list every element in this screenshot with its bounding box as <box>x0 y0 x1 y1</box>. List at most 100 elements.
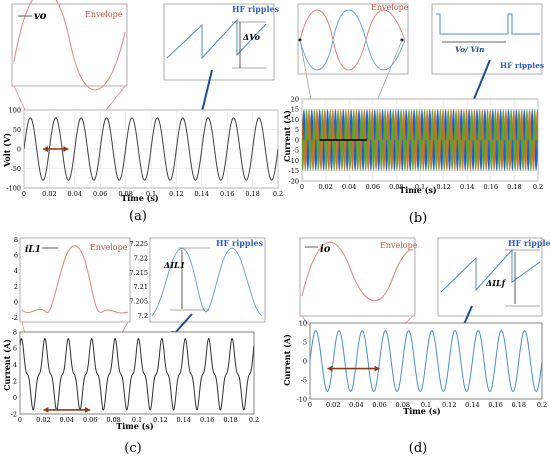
b-y-tick-label-1: -15 <box>289 167 299 175</box>
d-x-tick-label-6: 0.12 <box>442 401 456 409</box>
c-inset-left-wave <box>21 245 129 314</box>
b-x-tick-label-5: 0.1 <box>415 183 425 191</box>
a-x-tick-label-5: 0.1 <box>146 190 156 198</box>
b-inset-right-ratio: Vo/ Vin <box>455 45 484 54</box>
c-y-tick-label-0: -2 <box>11 410 17 418</box>
c-inset-left-signal: iL1 <box>25 245 41 255</box>
a-x-tick-label-10: 0.2 <box>273 190 283 198</box>
a-plot: 0 0.02 0.04 0.06 0.08 0.1 0.12 0.14 0.16 0.18 0.2 -… <box>6 106 283 198</box>
b-x-tick-label-9: 0.18 <box>507 183 521 191</box>
d-x-tick-label-7: 0.14 <box>465 401 479 409</box>
a-x-tick-label-0: 0 <box>22 190 26 198</box>
d-x-tick-label-1: 0.02 <box>326 401 340 409</box>
b-x-tick-label-10: 0.2 <box>533 183 543 191</box>
a-x-tick-label-7: 0.14 <box>195 190 209 198</box>
b-plot: 0 0.02 0.04 0.06 0.08 0.1 0.12 0.14 0.16 0.18 0.2 -… <box>289 95 544 191</box>
b-y-tick-label-7: 15 <box>291 106 299 114</box>
d-x-tick-label-5: 0.1 <box>421 401 431 409</box>
d-x-tick-label-9: 0.18 <box>512 401 526 409</box>
c-inset-left-tick-3: 4 <box>14 267 18 275</box>
c-x-tick-label-7: 0.14 <box>177 416 191 424</box>
c-y-tick-label-2: 2 <box>13 378 17 386</box>
b-inset-left-wave-1 <box>299 9 406 71</box>
a-y-tick-label-0: -100 <box>6 184 21 192</box>
c-x-tick-label-10: 0.2 <box>249 416 259 424</box>
c-x-tick-label-0: 0 <box>18 416 22 424</box>
d-y-tick-label-3: 5 <box>303 338 307 346</box>
d-x-tick-label-10: 0.2 <box>537 401 547 409</box>
d-plot: 0 0.02 0.04 0.06 0.08 0.1 0.12 0.14 0.16 0.18 0.2 -… <box>297 319 548 409</box>
c-inset-left-label: Envelope <box>90 243 128 252</box>
d-panel-label: (d) <box>409 441 427 456</box>
a-inset-right-ripple <box>166 18 267 60</box>
d-inset-right-ripple <box>440 248 541 293</box>
a-annotation-arrow-left <box>43 146 49 152</box>
a-x-tick-label-1: 0.02 <box>42 190 56 198</box>
a-x-tick-label-6: 0.12 <box>169 190 183 198</box>
a-inset-right-frame <box>163 3 275 81</box>
c-annotation-arrow-left <box>43 406 49 413</box>
a-panel-label: (a) <box>129 209 147 224</box>
c-inset-left-tick-1: 0 <box>14 298 18 306</box>
d-inset-right-delta: ΔILf <box>485 278 507 288</box>
c-annotation-arrow-right <box>85 406 91 413</box>
c-y-tick-label-5: 8 <box>13 328 17 336</box>
c-inset-right-tick-2: 7.21 <box>134 283 148 291</box>
c-inset-right-frame <box>149 237 266 323</box>
d-inset-left-wave <box>301 241 414 302</box>
a-inset-left-label: Envelope <box>85 10 123 19</box>
b-y-tick-label-6: 10 <box>291 116 299 124</box>
d-xlabel: Time (s) <box>403 406 441 416</box>
c-y-tick-label-1: 0 <box>13 394 17 402</box>
a-series-0 <box>24 117 278 181</box>
d-ylabel: Current (A) <box>282 334 292 386</box>
a-annotation-arrow-right <box>63 146 69 152</box>
d-series-0 <box>310 330 542 392</box>
a-inset-left-frame <box>11 3 128 87</box>
d-x-tick-label-4: 0.08 <box>396 401 410 409</box>
b-inset-right-label: HF ripples <box>500 61 544 70</box>
a-y-tick-label-2: 0 <box>17 145 21 153</box>
b-panel-label: (b) <box>409 211 427 226</box>
c-inset-right-wave <box>151 247 263 317</box>
b-inset-right-frame <box>431 3 543 75</box>
a-x-tick-label-2: 0.04 <box>68 190 82 198</box>
c-y-tick-label-3: 4 <box>13 361 17 369</box>
c-inset-right-label: HF ripples <box>216 238 264 248</box>
b-y-tick-label-8: 20 <box>291 95 299 103</box>
c-panel-label: (c) <box>124 441 141 456</box>
c-inset-left-axis: -2 0 2 4 6 8 <box>12 236 18 322</box>
b-ylabel: Current (A) <box>282 110 292 162</box>
c-inset-left-tick-2: 2 <box>14 283 18 291</box>
a-x-tick-label-8: 0.16 <box>220 190 234 198</box>
d-x-tick-label-0: 0 <box>308 401 312 409</box>
b-x-tick-label-3: 0.06 <box>366 183 380 191</box>
d-x-tick-label-2: 0.04 <box>349 401 363 409</box>
d-y-tick-label-4: 10 <box>299 319 307 327</box>
a-inset-left-signal: vo <box>34 11 47 22</box>
a-inset-left-wave <box>13 0 126 91</box>
c-inset-right-tick-3: 7.215 <box>129 269 148 277</box>
b-zoom-connector-right <box>471 59 491 105</box>
b-xlabel: Time (s) <box>399 185 437 195</box>
c-inset-left-frame <box>19 237 131 323</box>
d-y-tick-label-0: -10 <box>297 395 307 403</box>
b-inset-right-ripple <box>436 13 540 35</box>
b-x-tick-label-7: 0.14 <box>460 183 474 191</box>
c-y-tick-label-4: 6 <box>13 345 17 353</box>
a-ylabel: Volt (V) <box>2 133 12 168</box>
d-inset-right-frame <box>437 237 543 317</box>
c-inset-right-tick-4: 7.22 <box>134 254 148 262</box>
a-inset-right-delta: ΔVo <box>242 32 261 42</box>
a-y-tick-label-3: 50 <box>13 126 21 134</box>
c-ylabel: Current (A) <box>2 339 12 391</box>
a-inset-right-label: HF ripples <box>232 4 280 14</box>
d-x-tick-label-3: 0.06 <box>372 401 386 409</box>
d-x-tick-label-8: 0.16 <box>488 401 502 409</box>
d-inset-left-signal: io <box>320 244 331 255</box>
c-inset-left-tick-4: 6 <box>14 252 18 260</box>
c-x-tick-label-9: 0.18 <box>223 416 237 424</box>
b-inset-left-label: Envelope <box>371 3 409 12</box>
